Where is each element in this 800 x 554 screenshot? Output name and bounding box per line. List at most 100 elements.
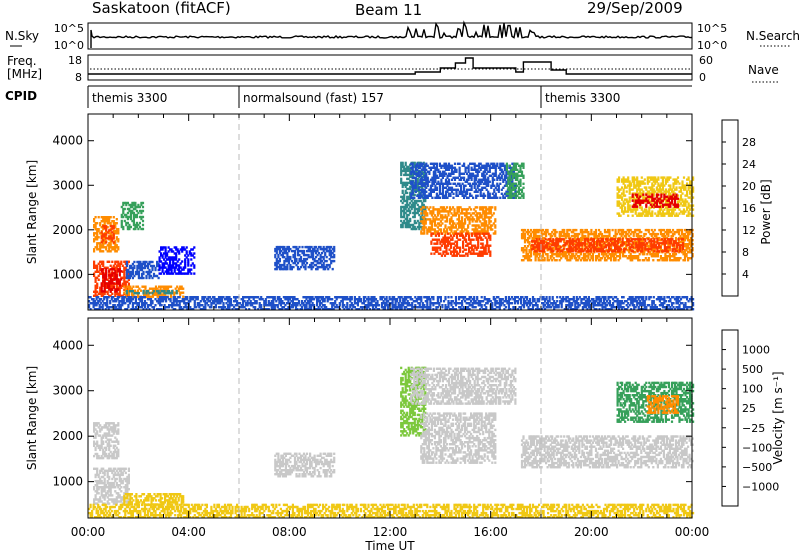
range-cell [477,236,480,239]
range-cell [100,290,103,293]
range-cell [459,222,462,225]
range-cell [523,228,527,232]
range-cell [163,292,166,295]
range-cell [454,230,458,233]
range-cell [444,166,448,169]
range-cell [414,190,417,193]
range-cell [531,230,534,234]
range-cell [666,212,669,215]
range-cell [422,178,425,181]
range-cell [664,190,667,193]
range-cell [511,194,514,197]
range-cell [447,210,450,213]
range-cell [166,270,169,273]
range-cell [400,161,403,165]
range-cell [115,264,118,267]
range-cell [455,244,459,247]
range-cell [514,190,517,193]
range-cell [523,232,527,236]
range-cell [584,236,587,240]
range-cell [438,224,441,227]
range-cell [423,168,426,171]
range-cell [164,262,167,265]
range-cell [124,266,127,269]
range-cell [109,237,112,240]
range-cell [429,226,432,229]
range-cell [121,276,124,279]
range-cell [563,232,566,236]
range-cell [636,178,639,181]
range-cell [668,259,671,262]
range-cell [499,178,502,181]
range-cell [480,206,483,209]
range-cell [109,272,112,275]
range-cell [147,293,150,296]
range-cell [510,168,513,171]
range-cell [102,262,105,265]
range-cell [663,240,666,243]
range-cell [653,253,656,256]
range-cell [141,285,144,288]
range-cell [109,240,112,243]
range-cell [93,264,96,267]
range-cell [441,222,444,225]
range-cell [511,188,514,191]
range-cell [103,218,106,221]
range-cell [439,240,442,243]
range-cell [552,257,555,260]
range-cell [108,242,111,245]
range-cell [505,184,508,187]
range-cell [424,199,427,203]
range-cell [688,243,691,246]
range-cell [556,240,559,243]
range-cell [575,257,578,260]
range-cell [414,166,417,169]
range-cell [416,225,419,229]
range-cell [638,238,641,241]
range-cell [481,246,484,249]
cpid-segment-label: themis 3300 [545,91,620,105]
range-cell [443,166,446,169]
range-cell [419,166,422,169]
range-cell [305,249,309,253]
range-cell [459,254,462,257]
range-cell [301,263,304,267]
range-cell [459,206,462,209]
range-cell [327,245,330,249]
range-cell [663,208,666,211]
range-cell [673,253,676,256]
range-cell [549,238,552,241]
range-cell [449,172,452,175]
range-cell [564,253,567,256]
range-cell [419,164,422,167]
range-cell [479,214,482,217]
range-cell [93,260,96,263]
range-cell [283,245,286,249]
range-cell [403,193,406,197]
range-cell [450,190,454,193]
range-cell [597,234,601,238]
range-cell [606,234,610,238]
range-cell [410,205,413,209]
range-cell [619,232,622,236]
range-cell [655,234,658,238]
range-cell [114,260,117,263]
range-cell [677,228,681,232]
range-cell [649,232,652,236]
range-cell [404,211,407,215]
range-cell [455,234,459,237]
range-cell [653,246,656,249]
range-cell [430,240,433,243]
range-cell [666,250,669,253]
range-cell [105,286,108,289]
range-cell [488,212,491,215]
range-cell [481,252,484,255]
range-cell [115,270,118,273]
range-cell [653,228,656,232]
range-cell [131,201,134,205]
freq-panel: Freq. [MHz] 18 8 60 0 Nave [7,54,780,84]
range-cell [479,212,482,215]
range-cell [622,210,625,213]
range-cell [639,192,642,195]
range-cell [677,259,681,262]
